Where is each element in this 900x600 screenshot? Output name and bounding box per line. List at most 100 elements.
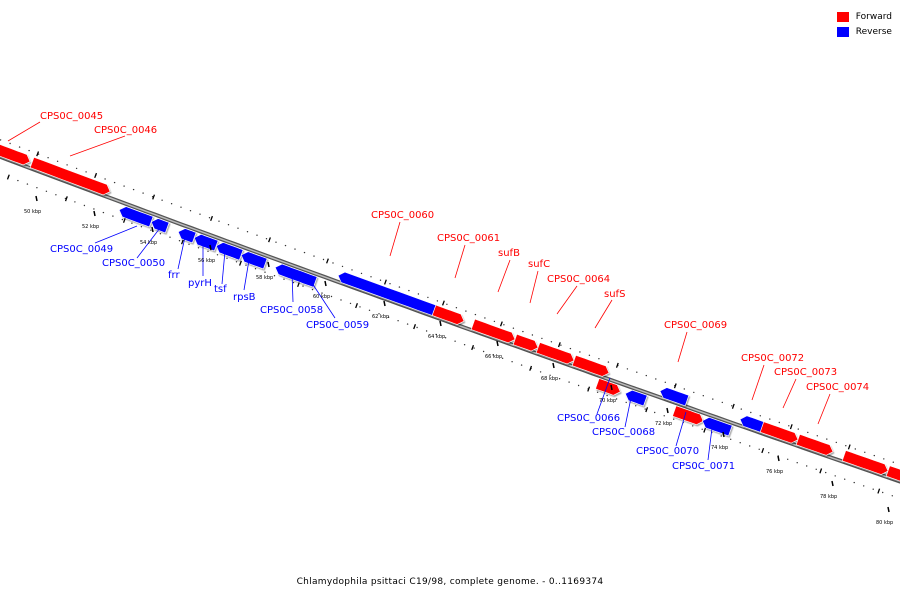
gene-arrow-CPS0C_0068[interactable]: [659, 387, 690, 407]
ruler-dot: [740, 408, 742, 410]
ruler-dash: [615, 362, 619, 368]
ruler-dash: [703, 427, 707, 433]
leader-line: [677, 331, 688, 363]
gene-label-CPS0C_0073[interactable]: CPS0C_0073: [774, 367, 837, 378]
gene-arrow-CPS0C_0060[interactable]: [431, 304, 465, 325]
gene-arrow-CPS0C_0073[interactable]: [795, 434, 834, 456]
ruler-dash: [268, 237, 271, 243]
gene-label-CPS0C_0074[interactable]: CPS0C_0074: [806, 382, 869, 393]
ruler-dot: [806, 465, 808, 467]
gene-label-CPS0C_0061[interactable]: CPS0C_0061: [437, 233, 500, 244]
ruler-dash: [36, 151, 40, 157]
ruler-dot: [787, 458, 789, 460]
ruler-dot: [142, 192, 144, 194]
gene-label-CPS0C_0049[interactable]: CPS0C_0049: [50, 244, 113, 255]
kbp-tick-label: 58 kbp: [256, 275, 273, 281]
ruler-dot: [199, 213, 201, 215]
ruler-dot: [892, 461, 894, 463]
gene-arrow-CPS0C_0058[interactable]: [274, 263, 318, 288]
gene-label-CPS0C_0068[interactable]: CPS0C_0068: [592, 427, 655, 438]
ruler-dot: [549, 374, 551, 376]
gene-arrow-CPS0C_0045[interactable]: [0, 142, 31, 166]
leader-line: [596, 377, 611, 415]
gene-arrow-sufC[interactable]: [535, 342, 575, 365]
gene-label-CPS0C_0066[interactable]: CPS0C_0066: [557, 413, 620, 424]
ruler-dot: [539, 371, 542, 373]
gene-label-CPS0C_0050[interactable]: CPS0C_0050: [102, 258, 165, 269]
gene-label-CPS0C_0060[interactable]: CPS0C_0060: [371, 210, 434, 221]
gene-label-CPS0C_0046[interactable]: CPS0C_0046: [94, 125, 157, 136]
leader-line: [556, 285, 578, 315]
gene-label-CPS0C_0071[interactable]: CPS0C_0071: [672, 461, 735, 472]
gene-label-CPS0C_0070[interactable]: CPS0C_0070: [636, 446, 699, 457]
gene-arrow-CPS0C_0072[interactable]: [759, 421, 799, 444]
gene-arrow-unnamed-24[interactable]: [885, 465, 900, 483]
gene-label-tsf[interactable]: tsf: [214, 284, 227, 295]
gene-arrow-sufS[interactable]: [595, 378, 621, 396]
kbp-tick-mark: [267, 261, 270, 268]
gene-label-CPS0C_0045[interactable]: CPS0C_0045: [40, 111, 103, 122]
kbp-tick-label: 74 kbp: [711, 445, 728, 451]
leader-line: [675, 411, 687, 447]
gene-arrow-CPS0C_0069[interactable]: [672, 405, 704, 425]
gene-label-frr[interactable]: frr: [168, 270, 180, 281]
ruler-dot: [607, 361, 610, 363]
ruler-dot: [275, 241, 277, 243]
kbp-tick-label: 60 kbp: [313, 294, 330, 300]
ruler-dash: [877, 488, 881, 494]
gene-arrow-CPS0C_0066[interactable]: [624, 389, 648, 407]
kbp-tick-mark: [552, 362, 555, 369]
ruler-dot: [341, 265, 344, 268]
ruler-dash: [297, 281, 300, 288]
ruler-dot: [93, 208, 95, 210]
gene-arrow-sufB[interactable]: [512, 333, 539, 352]
ruler-dot: [169, 236, 171, 238]
gene-label-rpsB[interactable]: rpsB: [233, 292, 256, 303]
gene-label-CPS0C_0069[interactable]: CPS0C_0069: [664, 320, 727, 331]
ruler-dot: [673, 418, 675, 420]
gene-arrow-CPS0C_0050[interactable]: [150, 217, 170, 234]
gene-label-sufB[interactable]: sufB: [498, 248, 520, 259]
ruler-dot: [406, 323, 409, 325]
ruler-dot: [615, 398, 618, 400]
kbp-tick-mark: [324, 280, 327, 287]
ruler-dot: [882, 491, 884, 494]
gene-arrow-CPS0C_0074[interactable]: [841, 450, 889, 475]
kbp-tick-mark: [666, 407, 669, 414]
ruler-dot: [844, 478, 846, 480]
ruler-dot: [474, 313, 477, 316]
kbp-tick-mark: [439, 320, 442, 327]
gene-label-sufS[interactable]: sufS: [604, 289, 625, 300]
ruler-dot: [826, 438, 828, 440]
gene-arrow-CPS0C_0059[interactable]: [337, 271, 437, 316]
ruler-dash: [819, 468, 823, 474]
genome-backbone-highlight: [0, 155, 900, 483]
gene-arrow-CPS0C_0046[interactable]: [29, 156, 111, 196]
leader-line: [221, 250, 226, 285]
ruler-dot: [45, 190, 48, 192]
gene-arrow-CPS0C_0064[interactable]: [571, 354, 610, 377]
gene-arrow-CPS0C_0070[interactable]: [701, 417, 733, 437]
kbp-tick-mark: [887, 506, 890, 513]
ruler-dot: [351, 269, 353, 271]
gene-label-CPS0C_0058[interactable]: CPS0C_0058: [260, 305, 323, 316]
gene-label-CPS0C_0072[interactable]: CPS0C_0072: [741, 353, 804, 364]
gene-label-sufC[interactable]: sufC: [528, 259, 550, 270]
leader-line: [291, 271, 294, 303]
ruler-dot: [435, 333, 437, 336]
ruler-dot: [36, 187, 38, 189]
ruler-dot: [159, 233, 162, 235]
gene-arrow-CPS0C_0061[interactable]: [470, 318, 516, 344]
ruler-dot: [56, 160, 59, 162]
gene-arrow-rpsB[interactable]: [240, 251, 268, 270]
ruler-dot: [655, 378, 657, 380]
ruler-dot: [227, 224, 230, 226]
legend-forward-label: Forward: [855, 11, 892, 22]
ruler-dot: [863, 485, 865, 487]
gene-label-CPS0C_0059[interactable]: CPS0C_0059: [306, 320, 369, 331]
gene-label-CPS0C_0064[interactable]: CPS0C_0064: [547, 274, 610, 285]
gene-label-pyrH[interactable]: pyrH: [188, 278, 212, 289]
ruler-dot: [112, 215, 114, 217]
ruler-dot: [245, 264, 247, 266]
leader-line: [454, 244, 466, 279]
